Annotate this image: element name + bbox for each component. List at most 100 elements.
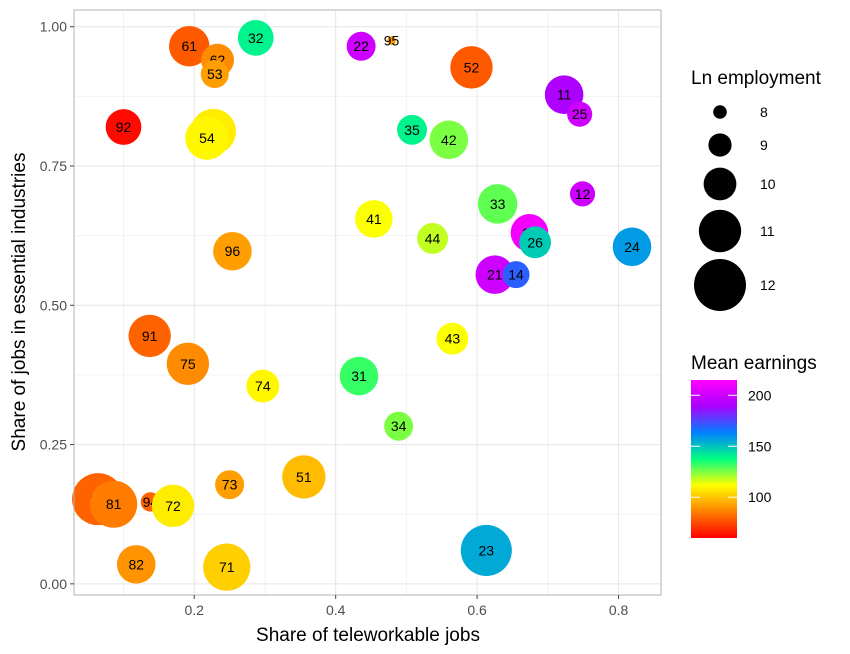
point-bubble [417, 222, 449, 254]
colorbar-tick-label: 200 [748, 387, 772, 403]
point-label: 82 [128, 556, 144, 572]
point-label: 22 [353, 38, 369, 54]
point-bubble [339, 356, 379, 396]
point-label: 92 [116, 119, 132, 135]
point-label: 73 [222, 477, 238, 493]
x-tick-label: 0.4 [326, 602, 346, 618]
point-bubble [475, 255, 515, 294]
data-point: 53 [200, 60, 229, 89]
point-label: 42 [441, 132, 457, 148]
point-bubble [569, 181, 596, 207]
point-bubble [185, 116, 229, 160]
point-label: 51 [296, 469, 312, 485]
y-axis-label: Share of jobs in essential industries [9, 153, 30, 452]
data-points: 9261625332835422955211253542123341441326… [72, 20, 652, 591]
data-point: 73 [215, 470, 245, 500]
data-point: 44 [417, 222, 449, 254]
point-bubble [116, 545, 156, 584]
point-bubble [203, 543, 251, 591]
data-point: 75 [166, 342, 210, 385]
point-label: 32 [248, 30, 264, 46]
x-tick-label: 0.2 [184, 602, 204, 618]
data-point: 41 [355, 200, 393, 238]
data-point: 61 [169, 25, 210, 67]
point-label: 31 [351, 368, 367, 384]
x-axis-ticks: 0.2 0.4 0.6 0.8 [184, 595, 629, 618]
data-point: 43 [436, 322, 469, 355]
y-axis-ticks: 0.00 0.25 0.50 0.75 1.00 [40, 19, 74, 592]
point-bubble [502, 261, 530, 289]
panel-border [73, 9, 662, 596]
data-point: 24 [612, 227, 652, 267]
data-point: 33 [477, 184, 518, 224]
data-point: 25 [567, 101, 593, 127]
point-label: 23 [479, 542, 495, 558]
point-label: 34 [391, 418, 407, 434]
point-label: 72 [165, 498, 181, 514]
point-label: 24 [624, 239, 640, 255]
point-bubble [237, 20, 274, 56]
data-point: 51 [282, 455, 326, 499]
point-label: 41 [366, 211, 382, 227]
point-label: 26 [527, 234, 543, 250]
point-bubble [200, 60, 229, 89]
point-label: 71 [219, 559, 235, 575]
x-tick-label: 0.6 [467, 602, 487, 618]
data-point: 81 [90, 480, 138, 528]
point-label: 96 [225, 243, 241, 259]
point-bubble [436, 322, 469, 355]
data-point: 74 [246, 369, 280, 403]
data-point: 34 [384, 411, 414, 441]
size-legend-label: 12 [760, 277, 776, 293]
point-label: 52 [464, 59, 480, 75]
y-tick-label: 0.75 [40, 158, 67, 174]
point-bubble [397, 114, 428, 145]
data-point: 72 [151, 484, 195, 528]
size-legend-key [694, 259, 746, 311]
point-label: 74 [255, 378, 271, 394]
size-legend-label: 11 [760, 223, 775, 239]
point-bubble [246, 369, 280, 403]
point-label: 95 [384, 33, 400, 49]
point-bubble [429, 120, 469, 160]
data-point: 35 [397, 114, 428, 145]
point-label: 14 [508, 267, 524, 283]
x-tick-label: 0.8 [609, 602, 629, 618]
point-bubble [151, 484, 195, 528]
point-bubble [519, 226, 552, 259]
y-tick-label: 0.25 [40, 437, 67, 453]
size-legend: Ln employment 8 9 10 11 12 [691, 68, 822, 311]
color-legend-title: Mean earnings [691, 353, 817, 374]
data-point: 22 [346, 31, 376, 61]
point-label: 44 [425, 230, 441, 246]
point-bubble [169, 25, 210, 67]
point-bubble [355, 200, 393, 238]
point-label: 12 [575, 186, 591, 202]
point-label: 35 [404, 122, 420, 138]
point-bubble [612, 227, 652, 267]
point-bubble [282, 455, 326, 499]
point-label: 21 [487, 267, 503, 283]
point-bubble [384, 411, 414, 441]
data-point: 26 [519, 226, 552, 259]
data-point: 21 [475, 255, 515, 294]
point-bubble [90, 480, 138, 528]
colorbar-tick-label: 100 [748, 489, 772, 505]
point-bubble [387, 36, 396, 46]
data-point: 52 [450, 46, 493, 89]
size-legend-label: 10 [760, 176, 776, 192]
point-label: 61 [181, 38, 197, 54]
size-legend-label: 8 [760, 104, 768, 120]
data-point: 12 [569, 181, 596, 207]
data-point: 82 [116, 545, 156, 584]
data-point: 31 [339, 356, 379, 396]
point-bubble [128, 314, 171, 358]
size-legend-key [698, 209, 742, 253]
point-label: 11 [557, 87, 572, 103]
y-tick-label: 0.00 [40, 576, 67, 592]
data-point: 23 [460, 524, 512, 576]
y-tick-label: 1.00 [40, 19, 67, 35]
data-point: 96 [213, 231, 252, 271]
point-bubble [213, 231, 252, 271]
